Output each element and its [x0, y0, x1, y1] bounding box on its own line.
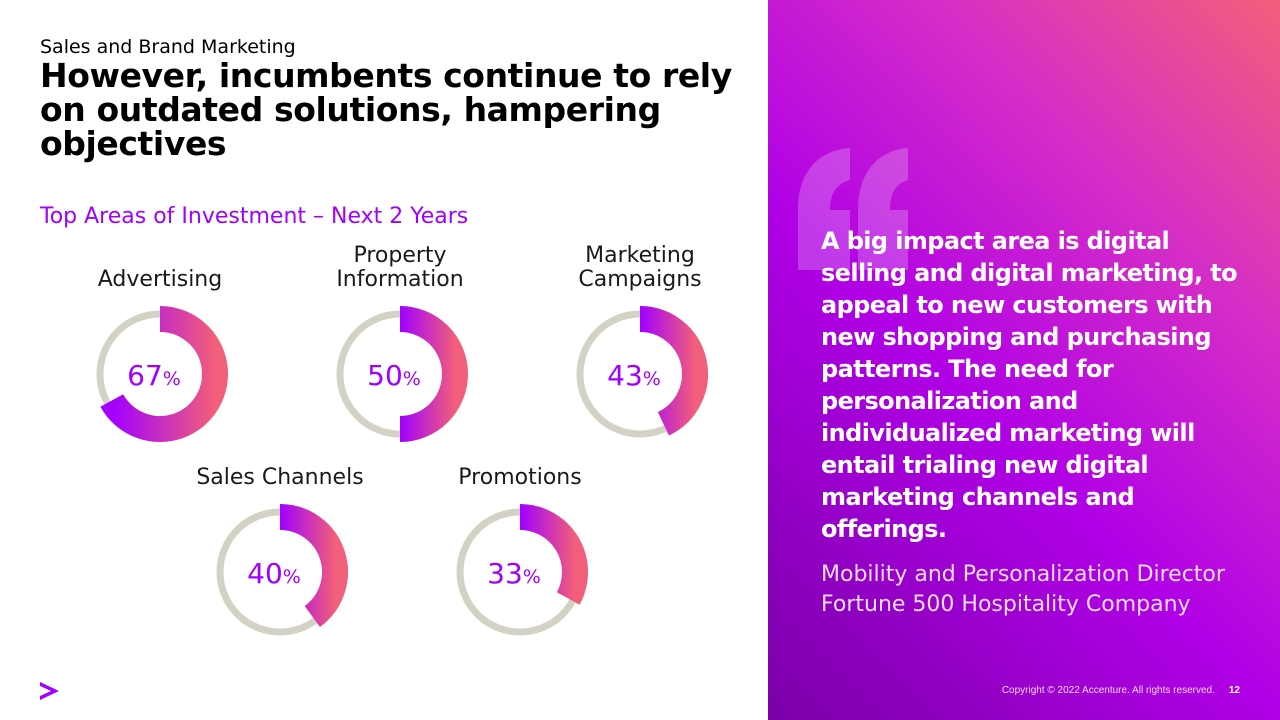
data-label-sales-channels: 40% [247, 557, 301, 590]
page-title: However, incumbents continue to rely on … [40, 56, 732, 163]
donut-marketing-campaigns: 43% Marketing Campaigns [576, 243, 708, 438]
quote-text: A big impact area is digital selling and… [821, 227, 1238, 543]
data-label-advertising: 67% [127, 359, 181, 392]
category-label-advertising: Advertising [98, 267, 222, 292]
data-label-marketing-campaigns: 43% [607, 359, 661, 392]
quote-attribution: Mobility and Personalization Director Fo… [821, 560, 1261, 620]
data-label-promotions: 33% [487, 557, 541, 590]
category-label-marketing-campaigns: Marketing Campaigns [578, 243, 701, 292]
chart-section-title: Top Areas of Investment – Next 2 Years [40, 204, 469, 229]
copyright-text: Copyright © 2022 Accenture. All rights r… [1001, 685, 1215, 696]
category-label-sales-channels: Sales Channels [196, 465, 363, 490]
accenture-logo-icon [40, 682, 59, 700]
donut-sales-channels: 40% Sales Channels [196, 465, 364, 636]
donut-arc-property-information [399, 306, 468, 442]
footer: Copyright © 2022 Accenture. All rights r… [1002, 685, 1240, 696]
donut-advertising: 67% Advertising [96, 267, 228, 442]
category-label-property-information: Property Information [336, 243, 463, 292]
section-kicker: Sales and Brand Marketing [40, 36, 296, 58]
donut-charts: 67% Advertising 50% Property Information 43% M… [96, 243, 708, 636]
donut-arc-sales-channels [279, 504, 348, 628]
page-number: 12 [1228, 685, 1240, 696]
category-label-promotions: Promotions [458, 465, 581, 490]
attribution-company: Fortune 500 Hospitality Company [821, 592, 1191, 617]
donut-arc-advertising [100, 306, 228, 442]
open-quote-icon [798, 148, 908, 270]
donut-arc-promotions [519, 504, 588, 605]
attribution-title: Mobility and Personalization Director [821, 562, 1225, 587]
donut-property-information: 50% Property Information [336, 243, 468, 442]
data-label-property-information: 50% [367, 359, 421, 392]
donut-arc-marketing-campaigns [639, 306, 708, 436]
donut-promotions: 33% Promotions [456, 465, 588, 636]
quote-panel: A big impact area is digital selling and… [768, 0, 1280, 720]
